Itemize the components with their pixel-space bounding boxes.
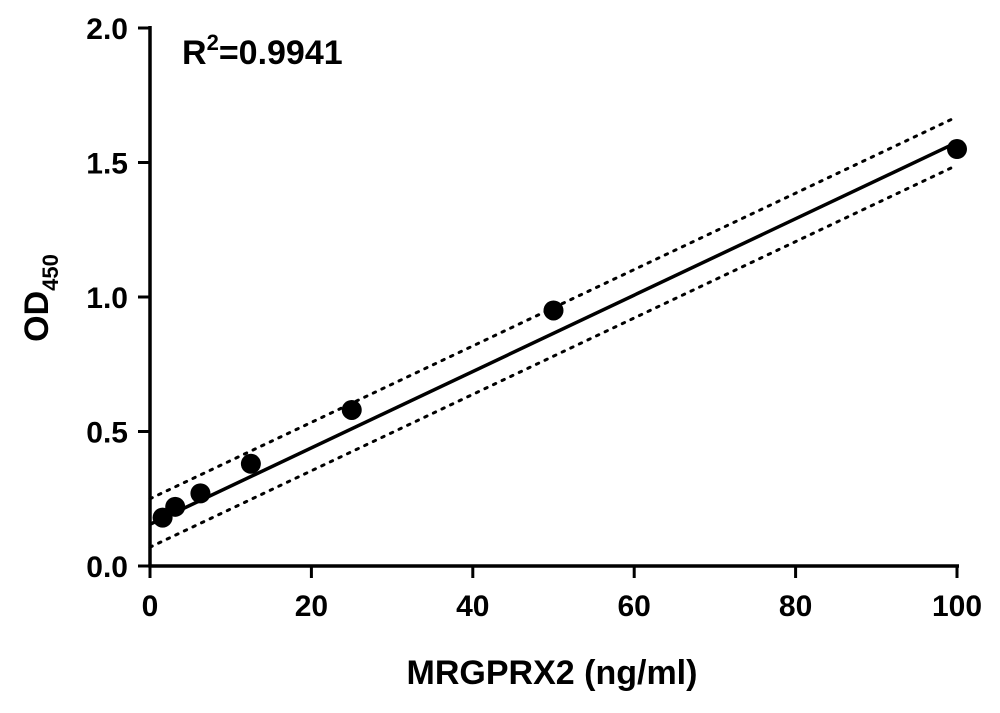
- r-squared-value: =0.9941: [219, 34, 343, 72]
- y-tick-label: 2.0: [86, 13, 128, 46]
- data-point: [190, 483, 211, 504]
- x-tick-label: 80: [779, 590, 812, 623]
- x-tick-label: 100: [932, 590, 982, 623]
- r-squared-superscript: 2: [207, 30, 219, 55]
- x-tick-label: 0: [142, 590, 159, 623]
- data-point: [947, 139, 967, 160]
- y-axis-label-main: OD: [18, 291, 56, 342]
- r-squared-prefix: R: [182, 34, 207, 72]
- y-tick-label: 1.5: [86, 148, 128, 181]
- x-tick-label: 60: [618, 590, 651, 623]
- data-points: [152, 139, 967, 528]
- fit-line-group: [149, 140, 958, 526]
- data-point: [341, 399, 362, 420]
- y-axis-label: OD450: [18, 254, 63, 342]
- data-point: [240, 453, 261, 474]
- y-tick-label: 0.0: [86, 551, 128, 584]
- x-axis-label: MRGPRX2 (ng/ml): [407, 654, 698, 692]
- r-squared-annotation: R2=0.9941: [182, 30, 343, 72]
- x-tick-label: 40: [456, 590, 489, 623]
- axes: 0 20 40 60 80 100 0.0 0.5 1.0 1.5 2.0: [86, 13, 982, 623]
- y-axis-label-subscript: 450: [38, 254, 63, 291]
- x-tick-label: 20: [295, 590, 328, 623]
- confidence-band-lower: [148, 163, 959, 549]
- y-tick-label: 1.0: [86, 282, 128, 315]
- y-tick-label: 0.5: [86, 417, 128, 450]
- data-point: [543, 300, 564, 321]
- fit-line: [149, 140, 958, 526]
- data-point: [165, 496, 186, 517]
